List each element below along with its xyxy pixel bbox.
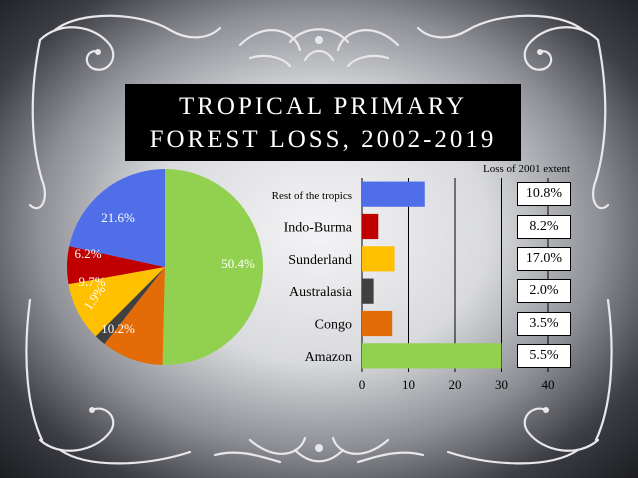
pie-slice	[95, 267, 165, 345]
bar-category-label: Indo-Burma	[284, 221, 353, 236]
extent-value-box: 3.5%	[517, 311, 571, 336]
ornament-top-right-scroll	[416, 14, 600, 71]
pie-slice-label: 21.6%	[101, 210, 135, 225]
pie-slice	[66, 246, 165, 285]
x-tick-label: 10	[402, 377, 415, 392]
extent-header: Loss of 2001 extent	[483, 163, 571, 175]
x-tick-label: 20	[449, 377, 462, 392]
extent-value-box: 8.2%	[517, 214, 571, 239]
ornament-bottom-right-scroll	[446, 298, 613, 465]
pie-slice	[104, 267, 165, 365]
bar-category-label: Sunderland	[288, 253, 352, 268]
ornament-top-left-scroll	[38, 14, 222, 71]
bar-category-label: Congo	[315, 318, 352, 333]
x-tick-label: 40	[542, 377, 555, 392]
pie-chart: 50.4%10.2%1.9%9.7%6.2%21.6%	[66, 168, 264, 365]
extent-value-box: 17.0%	[517, 246, 571, 271]
ornament-right-side	[591, 38, 610, 210]
pie-slice	[162, 168, 264, 365]
title-box: TROPICAL PRIMARY FOREST LOSS, 2002-2019	[125, 84, 521, 161]
ornament-left-side	[28, 38, 47, 210]
bar	[362, 213, 379, 240]
bar	[362, 343, 502, 369]
extent-value-box: 10.8%	[517, 182, 571, 207]
bar-category-label: Australasia	[289, 285, 353, 300]
title-line-1: TROPICAL PRIMARY	[178, 93, 468, 120]
title-line-2: FOREST LOSS, 2002-2019	[149, 126, 497, 153]
bar	[362, 278, 374, 304]
bar	[362, 310, 393, 337]
ornament-top-center	[238, 28, 400, 68]
x-tick-label: 30	[495, 377, 508, 392]
pie-slice-label: 9.7%	[78, 274, 105, 289]
extent-value-box: 2.0%	[517, 279, 571, 304]
bar	[362, 246, 395, 272]
bar-category-label: Amazon	[305, 350, 352, 365]
pie-slice-label: 6.2%	[74, 246, 101, 261]
bar-category-label: Rest of the tropics	[272, 190, 352, 202]
pie-slice-label: 50.4%	[221, 256, 255, 271]
ornament-bottom-left-scroll	[25, 298, 192, 465]
pie-slice	[68, 267, 165, 337]
extent-value-box: 5.5%	[517, 343, 571, 368]
bar-chart: Rest of the tropics Indo-Burma Sunderland A…	[272, 178, 555, 392]
bar	[362, 181, 425, 207]
pie-slice-label: 10.2%	[101, 321, 135, 336]
ornament-bottom-center	[213, 436, 425, 464]
x-tick-label: 0	[359, 377, 366, 392]
pie-slice	[69, 169, 165, 267]
